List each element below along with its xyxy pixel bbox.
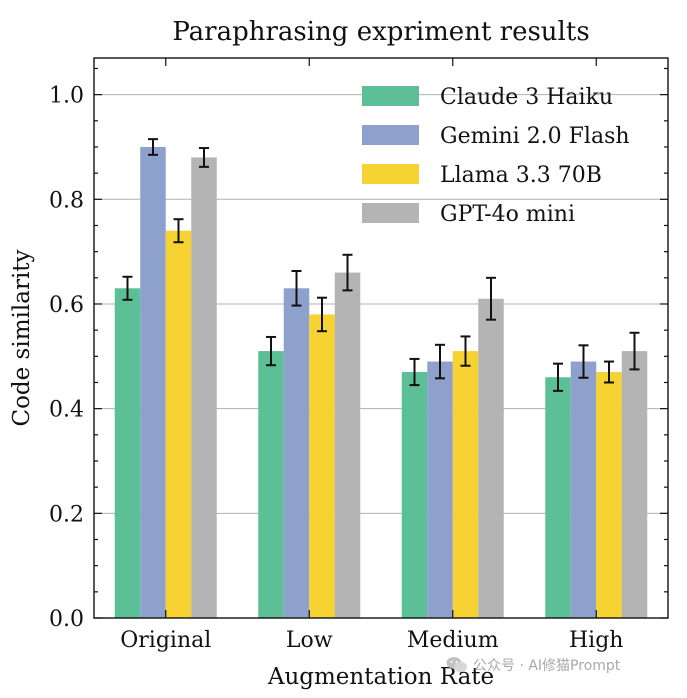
bar	[570, 361, 597, 618]
legend-swatch	[362, 125, 419, 145]
bar	[478, 298, 504, 618]
bar	[309, 314, 335, 618]
y-tick-label: 1.0	[49, 84, 84, 109]
bar	[427, 361, 453, 618]
chart-title: Paraphrasing expriment results	[172, 17, 589, 47]
x-tick-label: Medium	[407, 628, 499, 653]
bar	[452, 351, 479, 618]
bar	[258, 351, 284, 618]
bar	[334, 272, 361, 618]
bar	[191, 157, 217, 618]
watermark: 公众号 · AI修猫Prompt	[446, 652, 620, 678]
y-axis-label: Code similarity	[9, 249, 35, 426]
bar	[114, 288, 141, 618]
legend-label: Llama 3.3 70B	[440, 163, 602, 188]
y-tick-label: 0.2	[49, 502, 84, 527]
y-tick-label: 0.6	[49, 293, 84, 318]
legend-swatch	[362, 86, 419, 106]
legend-label: Gemini 2.0 Flash	[440, 124, 630, 149]
legend-label: GPT-4o mini	[440, 202, 575, 227]
x-tick-label: High	[569, 628, 623, 653]
y-tick-label: 0.0	[49, 607, 84, 632]
bar	[401, 372, 428, 618]
legend-label: Claude 3 Haiku	[440, 85, 613, 110]
watermark-text: 公众号 · AI修猫Prompt	[473, 658, 621, 674]
legend: Claude 3 Haiku Gemini 2.0 Flash Llama 3.3 …	[362, 85, 630, 227]
y-tick-label: 0.8	[49, 188, 84, 213]
x-tick-label: Original	[120, 628, 211, 653]
bar	[621, 351, 648, 618]
legend-swatch	[362, 203, 419, 223]
bar	[283, 288, 310, 618]
y-tick-label: 0.4	[49, 398, 84, 423]
bar	[596, 372, 622, 618]
legend-swatch	[362, 164, 419, 184]
bar	[545, 377, 571, 618]
bar	[140, 146, 166, 618]
x-tick-label: Low	[286, 628, 333, 653]
bar	[165, 230, 192, 619]
plot-frame	[93, 57, 669, 619]
wechat-icon	[446, 657, 467, 673]
